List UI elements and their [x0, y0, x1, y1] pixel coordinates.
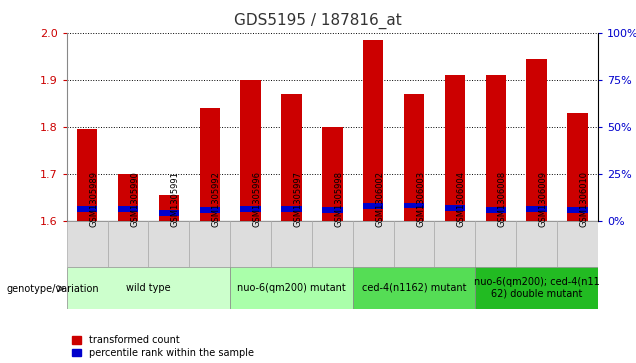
Text: GSM1305989: GSM1305989: [89, 171, 98, 227]
Bar: [67, 221, 107, 267]
Text: GSM1305997: GSM1305997: [293, 171, 303, 227]
Bar: [159, 210, 179, 216]
Bar: [404, 94, 424, 221]
Bar: [159, 195, 179, 221]
Bar: [77, 130, 97, 221]
Bar: [363, 40, 384, 221]
Bar: [200, 108, 220, 221]
Bar: [475, 221, 516, 267]
Bar: [404, 203, 424, 208]
Bar: [200, 207, 220, 213]
Bar: [434, 221, 475, 267]
Bar: [527, 58, 547, 221]
Bar: [77, 206, 97, 212]
Bar: [240, 206, 261, 212]
Bar: [230, 267, 353, 309]
Bar: [557, 221, 598, 267]
Bar: [475, 267, 598, 309]
Bar: [353, 267, 475, 309]
Bar: [485, 75, 506, 221]
Text: genotype/variation: genotype/variation: [6, 284, 99, 294]
Bar: [107, 221, 148, 267]
Bar: [394, 221, 434, 267]
Bar: [363, 204, 384, 209]
Bar: [312, 221, 353, 267]
Bar: [190, 221, 230, 267]
Bar: [281, 206, 301, 212]
Bar: [240, 80, 261, 221]
Text: GSM1306008: GSM1306008: [498, 171, 507, 227]
Text: GSM1306003: GSM1306003: [416, 171, 425, 227]
Bar: [445, 75, 465, 221]
Text: nuo-6(qm200); ced-4(n11
62) double mutant: nuo-6(qm200); ced-4(n11 62) double mutan…: [474, 277, 600, 298]
Bar: [527, 206, 547, 212]
Bar: [516, 221, 557, 267]
Bar: [445, 205, 465, 211]
Text: GSM1306009: GSM1306009: [539, 171, 548, 227]
Text: ced-4(n1162) mutant: ced-4(n1162) mutant: [362, 283, 466, 293]
Text: GSM1305991: GSM1305991: [171, 171, 180, 227]
Text: GSM1305992: GSM1305992: [212, 171, 221, 227]
Text: GSM1305990: GSM1305990: [130, 171, 139, 227]
Bar: [230, 221, 271, 267]
Text: GDS5195 / 187816_at: GDS5195 / 187816_at: [234, 13, 402, 29]
Text: GSM1306010: GSM1306010: [579, 171, 588, 227]
Legend: transformed count, percentile rank within the sample: transformed count, percentile rank withi…: [72, 335, 254, 358]
Bar: [567, 113, 588, 221]
Text: GSM1306002: GSM1306002: [375, 171, 384, 227]
Bar: [271, 221, 312, 267]
Bar: [67, 267, 230, 309]
Bar: [281, 94, 301, 221]
Text: GSM1305996: GSM1305996: [252, 171, 261, 227]
Bar: [567, 207, 588, 213]
Bar: [148, 221, 190, 267]
Text: GSM1305998: GSM1305998: [335, 171, 343, 227]
Bar: [118, 206, 138, 212]
Bar: [485, 207, 506, 213]
Bar: [322, 207, 343, 213]
Bar: [353, 221, 394, 267]
Bar: [322, 127, 343, 221]
Text: nuo-6(qm200) mutant: nuo-6(qm200) mutant: [237, 283, 346, 293]
Text: wild type: wild type: [126, 283, 171, 293]
Bar: [118, 174, 138, 221]
Text: GSM1306004: GSM1306004: [457, 171, 466, 227]
